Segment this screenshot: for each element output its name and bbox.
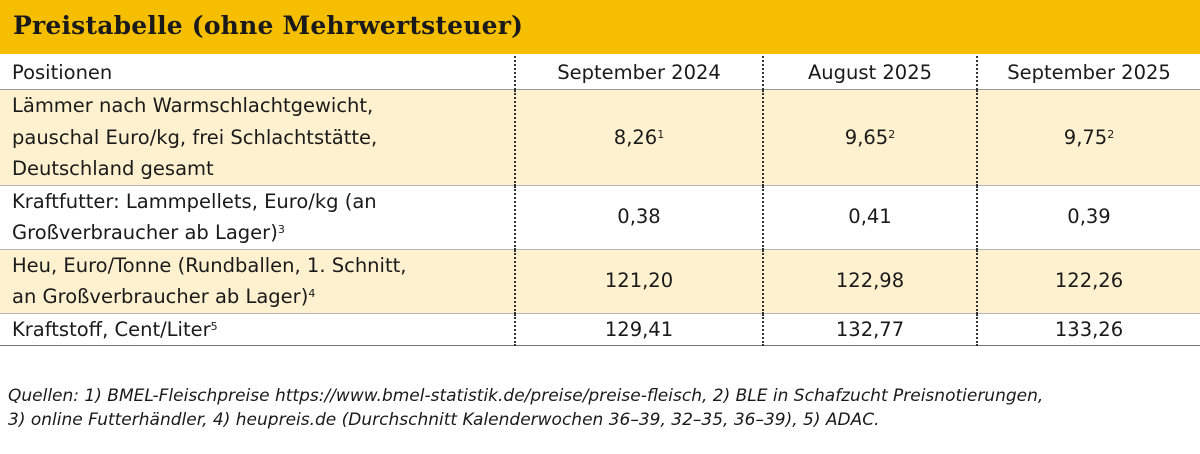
position-label-line: Heu, Euro/Tonne (Rundballen, 1. Schnitt, (12, 250, 502, 282)
price-value: 122,26 (1054, 269, 1124, 293)
price-value: 0,38 (617, 205, 661, 229)
price-value: 121,20 (604, 269, 674, 293)
price-value: 122,98 (835, 269, 905, 293)
position-label-text: Großverbraucher ab Lager) (12, 221, 278, 244)
table-row: Lämmer nach Warmschlachtgewicht, pauschal… (0, 89, 1200, 185)
price-value-cell: 9,752 (976, 89, 1200, 185)
table-row: Kraftfutter: Lammpellets, Euro/kg (an Gro… (0, 185, 1200, 249)
price-value-cell: 122,98 (762, 249, 977, 313)
header-august-2025: August 2025 (762, 56, 977, 90)
header-row: Positionen September 2024 August 2025 Se… (0, 56, 1200, 90)
price-value-cell: 9,652 (762, 89, 977, 185)
table-row: Heu, Euro/Tonne (Rundballen, 1. Schnitt,… (0, 249, 1200, 313)
price-value-cell: 133,26 (976, 313, 1200, 346)
position-label: Heu, Euro/Tonne (Rundballen, 1. Schnitt,… (0, 249, 515, 313)
position-label-line: Kraftstoff, Cent/Liter5 (12, 314, 502, 346)
title-bar: Preistabelle (ohne Mehrwertsteuer) (0, 0, 1200, 54)
position-label-text: Kraftfutter: Lammpellets, Euro/kg (an (12, 189, 377, 213)
position-label-text: an Großverbraucher ab Lager) (12, 285, 309, 308)
position-label-line: an Großverbraucher ab Lager)4 (12, 281, 502, 313)
price-value: 9,65 (844, 125, 889, 149)
position-label-text: Heu, Euro/Tonne (Rundballen, 1. Schnitt, (12, 253, 407, 277)
price-value: 132,77 (835, 317, 905, 341)
footnote-line: 3) online Futterhändler, 4) heupreis.de … (8, 410, 880, 430)
position-label-text: Deutschland gesamt (12, 157, 214, 180)
position-label-line: Lämmer nach Warmschlachtgewicht, (12, 90, 502, 122)
footnote-line: Quellen: 1) BMEL-Fleischpreise https://w… (8, 386, 1044, 406)
footnote-marker: 3 (277, 223, 285, 236)
price-table: Positionen September 2024 August 2025 Se… (0, 56, 1200, 346)
position-label-line: Großverbraucher ab Lager)3 (12, 217, 502, 249)
position-label-text: Lämmer nach Warmschlachtgewicht, (12, 94, 374, 117)
table-body: Lämmer nach Warmschlachtgewicht, pauschal… (0, 89, 1200, 346)
table-row: Kraftstoff, Cent/Liter5 129,41 132,77 133,2… (0, 313, 1200, 346)
position-label-line: Kraftfutter: Lammpellets, Euro/kg (an (12, 186, 502, 218)
price-value-cell: 0,41 (762, 185, 977, 249)
sources-footnote: Quellen: 1) BMEL-Fleischpreise https://w… (8, 384, 1193, 432)
price-value-cell: 0,38 (514, 185, 763, 249)
header-september-2024: September 2024 (514, 56, 763, 90)
price-value: 129,41 (604, 317, 674, 341)
price-value-cell: 129,41 (514, 313, 763, 346)
position-label: Kraftfutter: Lammpellets, Euro/kg (an Gro… (0, 185, 515, 249)
footnote-marker: 2 (888, 127, 896, 141)
header-september-2025: September 2025 (976, 56, 1200, 90)
price-value-cell: 121,20 (514, 249, 763, 313)
header-positionen: Positionen (12, 60, 113, 84)
position-label: Kraftstoff, Cent/Liter5 (0, 313, 515, 346)
price-value-cell: 132,77 (762, 313, 977, 346)
price-value-cell: 122,26 (976, 249, 1200, 313)
footnote-marker: 2 (1107, 127, 1115, 141)
price-value-cell: 0,39 (976, 185, 1200, 249)
price-value: 8,26 (613, 125, 658, 149)
position-label-text: Kraftstoff, Cent/Liter (12, 317, 211, 341)
footnote-marker: 4 (308, 287, 316, 300)
position-label-line: Deutschland gesamt (12, 153, 502, 185)
price-value: 0,41 (848, 205, 892, 229)
table-title: Preistabelle (ohne Mehrwertsteuer) (13, 11, 524, 40)
price-value: 0,39 (1067, 205, 1111, 229)
position-label-line: pauschal Euro/kg, frei Schlachtstätte, (12, 122, 502, 154)
price-value: 9,75 (1063, 125, 1108, 149)
footnote-marker: 5 (210, 319, 218, 333)
position-label: Lämmer nach Warmschlachtgewicht, pauschal… (0, 89, 515, 185)
price-value: 133,26 (1054, 317, 1124, 341)
position-label-text: pauschal Euro/kg, frei Schlachtstätte, (12, 125, 378, 149)
footnote-marker: 1 (657, 127, 665, 141)
price-value-cell: 8,261 (514, 89, 763, 185)
